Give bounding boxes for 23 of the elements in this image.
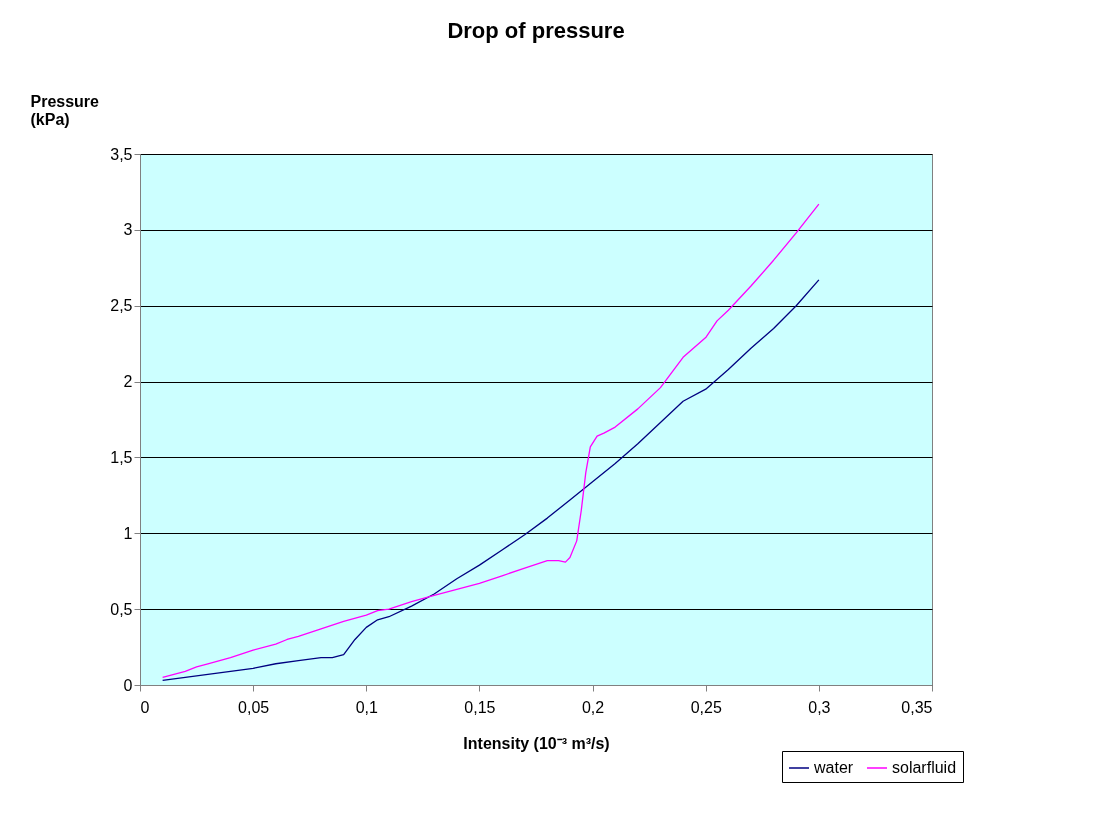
line-series xyxy=(161,203,820,679)
y-tick-label: 2 xyxy=(123,373,133,391)
y-tick-label: 1,5 xyxy=(110,448,133,466)
y-tick-label: 0 xyxy=(123,676,133,694)
y-tick-label: 3 xyxy=(123,221,133,239)
x-tick-label: 0,15 xyxy=(464,698,496,716)
x-tick-label: 0 xyxy=(140,698,150,716)
x-axis-title: Intensity (10⁻³ m³/s) xyxy=(463,734,610,752)
y-tick-label: 3,5 xyxy=(110,145,133,163)
x-tick-label: 0,05 xyxy=(238,698,270,716)
x-tick-label: 0,25 xyxy=(690,698,722,716)
legend-label: water xyxy=(813,759,854,776)
y-axis-title: Pressure (kPa) xyxy=(30,92,100,128)
x-tick-label: 0,1 xyxy=(355,698,378,716)
chart-title: Drop of pressure xyxy=(447,18,625,43)
y-tick-label: 1 xyxy=(123,524,133,542)
x-tick-label: 0,35 xyxy=(901,698,933,716)
legend-label: solarfluid xyxy=(892,759,957,776)
y-tick-label: 2,5 xyxy=(110,297,133,315)
line-series xyxy=(161,279,820,682)
y-tick-label: 0,5 xyxy=(110,600,133,618)
x-tick-label: 0,3 xyxy=(808,698,831,716)
x-tick-label: 0,2 xyxy=(581,698,605,716)
